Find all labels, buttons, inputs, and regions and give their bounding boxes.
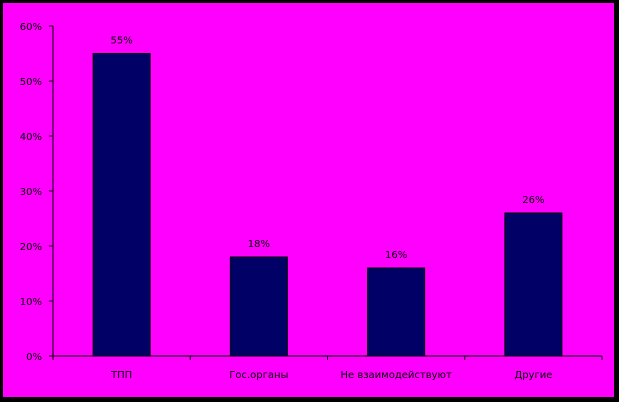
data-label: 55% (111, 36, 133, 47)
data-label: 26% (522, 195, 544, 206)
bars (92, 53, 563, 357)
bar (367, 267, 426, 357)
bar (504, 212, 563, 357)
x-category-label: Не взаимодействуют (340, 370, 451, 381)
y-tick-label: 40% (20, 132, 42, 143)
bar (229, 256, 288, 357)
y-tick-label: 10% (20, 297, 42, 308)
data-label: 18% (248, 239, 270, 250)
bar (92, 53, 151, 357)
y-axis: 0% 10% 20% 30% 40% 50% 60% (20, 22, 54, 363)
x-axis: ТПП Гос.органы Не взаимодействуют Другие (52, 355, 603, 381)
y-tick-label: 20% (20, 242, 42, 253)
y-tick-label: 0% (26, 352, 42, 363)
data-label: 16% (385, 250, 407, 261)
x-category-label: Другие (514, 370, 552, 381)
x-category-label: Гос.органы (229, 370, 288, 381)
y-tick-label: 50% (20, 77, 42, 88)
x-category-label: ТПП (110, 370, 132, 381)
data-labels: 55% 18% 16% 26% (111, 36, 545, 262)
y-tick-label: 30% (20, 187, 42, 198)
y-tick-label: 60% (20, 22, 42, 33)
